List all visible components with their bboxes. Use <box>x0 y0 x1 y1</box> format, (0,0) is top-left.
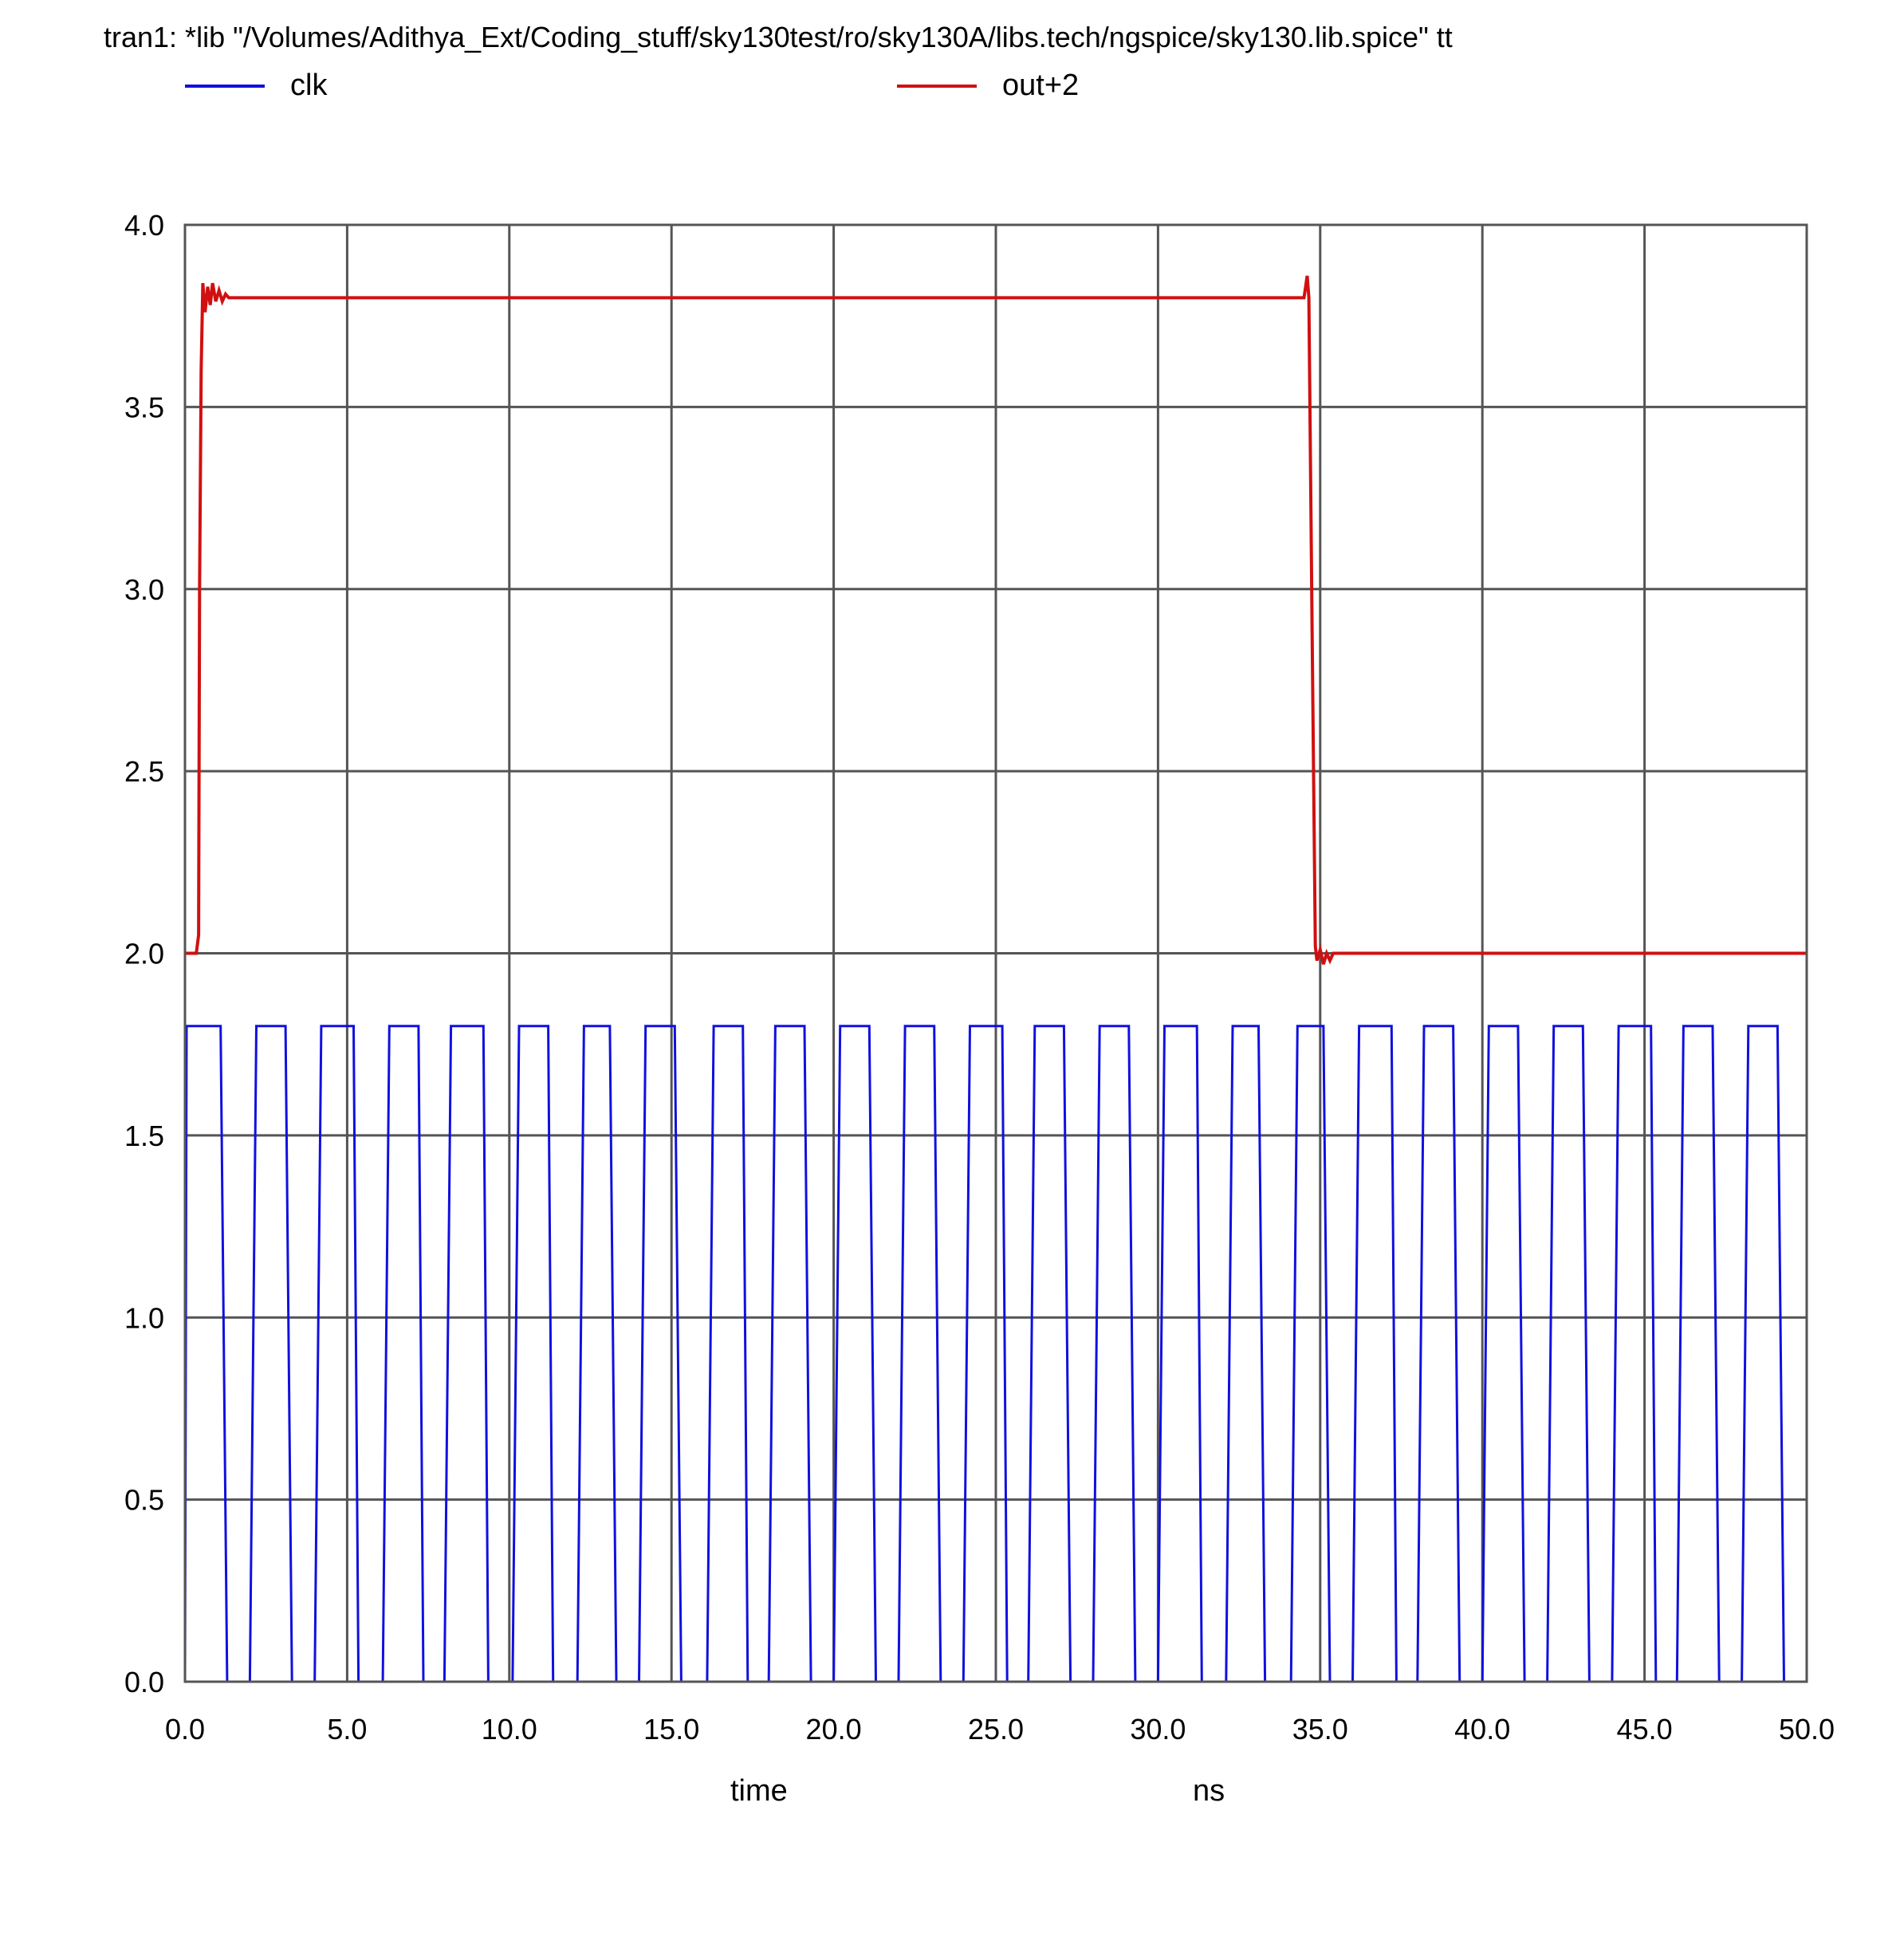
x-tick-label: 25.0 <box>968 1713 1024 1746</box>
legend-item-out: out+2 <box>897 69 1079 103</box>
y-tick-label: 3.0 <box>124 573 164 606</box>
plot-frame <box>183 223 1808 1683</box>
y-tick-label: 2.0 <box>124 938 164 970</box>
y-tick-label: 1.0 <box>124 1301 164 1334</box>
chart-title: tran1: *lib "/Volumes/Adithya_Ext/Coding… <box>104 21 1453 53</box>
tick-labels: 0.0 5.0 10.0 15.0 20.0 25.0 30.0 35.0 40.0 45.0 50… <box>124 209 1835 1746</box>
x-tick-label: 45.0 <box>1617 1713 1673 1746</box>
y-tick-label: 4.0 <box>124 209 164 242</box>
x-tick-label: 5.0 <box>327 1713 367 1746</box>
y-tick-label: 3.5 <box>124 391 164 423</box>
y-tick-label: 1.5 <box>124 1120 164 1152</box>
x-tick-label: 50.0 <box>1779 1713 1835 1746</box>
legend-label-out: out+2 <box>1002 69 1080 102</box>
x-tick-label: 40.0 <box>1454 1713 1510 1746</box>
x-tick-label: 20.0 <box>806 1713 862 1746</box>
x-tick-label: 35.0 <box>1292 1713 1348 1746</box>
legend-swatch-out <box>897 84 977 88</box>
legend-swatch-clk <box>185 84 265 88</box>
x-tick-label: 10.0 <box>482 1713 537 1746</box>
x-axis-label: time <box>730 1774 788 1808</box>
x-tick-label: 15.0 <box>643 1713 699 1746</box>
legend-item-clk: clk <box>185 69 327 103</box>
y-tick-label: 0.5 <box>124 1484 164 1517</box>
legend-label-clk: clk <box>290 69 328 102</box>
series-line-out <box>185 275 1807 965</box>
x-tick-label: 0.0 <box>165 1713 205 1746</box>
x-tick-label: 30.0 <box>1130 1713 1186 1746</box>
y-tick-label: 2.5 <box>124 755 164 788</box>
x-axis-unit: ns <box>1193 1774 1225 1808</box>
y-tick-label: 0.0 <box>124 1666 164 1698</box>
